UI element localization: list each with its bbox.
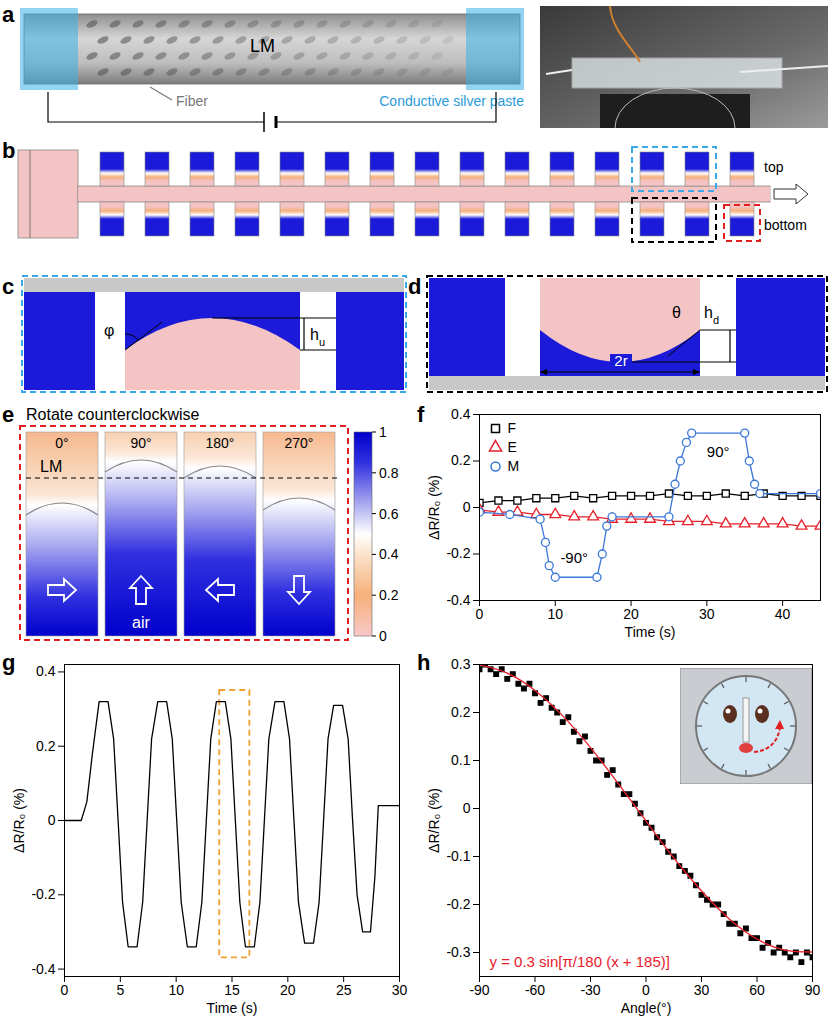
svg-text:air: air <box>132 614 150 631</box>
svg-text:0: 0 <box>463 800 471 816</box>
svg-text:φ: φ <box>104 322 114 339</box>
svg-text:y = 0.3 sin[π/180 (x + 185)]: y = 0.3 sin[π/180 (x + 185)] <box>490 953 670 970</box>
svg-text:0.2: 0.2 <box>451 704 471 720</box>
svg-text:15: 15 <box>224 982 240 998</box>
html-text:g: g <box>2 650 16 675</box>
svg-text:5: 5 <box>116 982 124 998</box>
svg-text:10: 10 <box>168 982 184 998</box>
svg-text:-0.2: -0.2 <box>446 896 470 912</box>
svg-text:-0.3: -0.3 <box>446 944 470 960</box>
svg-text:0: 0 <box>48 812 56 828</box>
svg-text:0.2: 0.2 <box>379 587 399 603</box>
svg-text:Rotate counterclockwise: Rotate counterclockwise <box>26 406 200 423</box>
svg-text:M: M <box>508 458 520 474</box>
svg-text:-30: -30 <box>580 982 600 998</box>
svg-text:-90°: -90° <box>560 549 588 566</box>
svg-text:0.4: 0.4 <box>451 406 471 422</box>
svg-text:60: 60 <box>749 982 765 998</box>
svg-text:Time (s): Time (s) <box>207 1000 258 1016</box>
html-text:e: e <box>2 402 15 427</box>
svg-text:LM: LM <box>250 36 275 56</box>
svg-text:-60: -60 <box>525 982 545 998</box>
svg-text:180°: 180° <box>206 435 235 451</box>
svg-text:Time (s): Time (s) <box>625 624 676 640</box>
svg-text:1: 1 <box>379 424 387 440</box>
svg-text:F: F <box>508 420 517 436</box>
svg-text:hu: hu <box>310 326 325 348</box>
svg-text:Fiber: Fiber <box>176 93 208 109</box>
svg-text:25: 25 <box>336 982 352 998</box>
svg-text:0: 0 <box>463 499 471 515</box>
svg-text:0.6: 0.6 <box>379 506 399 522</box>
svg-text:0°: 0° <box>55 435 68 451</box>
svg-text:-0.2: -0.2 <box>31 886 55 902</box>
svg-text:θ: θ <box>672 304 681 321</box>
svg-text:-0.1: -0.1 <box>446 848 470 864</box>
svg-text:-90: -90 <box>469 982 489 998</box>
html-text:c: c <box>2 274 15 299</box>
html-text:f: f <box>417 402 425 427</box>
svg-text:0.2: 0.2 <box>36 738 56 754</box>
svg-text:0: 0 <box>476 606 484 622</box>
html-text:b: b <box>2 138 16 163</box>
svg-text:10: 10 <box>547 606 563 622</box>
svg-text:-0.2: -0.2 <box>446 545 470 561</box>
svg-text:20: 20 <box>623 606 639 622</box>
svg-text:Conductive silver paste: Conductive silver paste <box>379 93 524 109</box>
svg-text:2r: 2r <box>614 352 627 369</box>
svg-text:ΔR/R₀ (%): ΔR/R₀ (%) <box>426 788 442 853</box>
svg-text:0.3: 0.3 <box>451 656 471 672</box>
svg-text:Angle(°): Angle(°) <box>621 1000 672 1016</box>
svg-text:0: 0 <box>379 628 387 644</box>
svg-text:30: 30 <box>699 606 715 622</box>
svg-text:-0.4: -0.4 <box>31 961 55 977</box>
html-text:d: d <box>408 274 422 299</box>
svg-text:top: top <box>764 159 784 175</box>
html-text:h: h <box>417 650 431 675</box>
svg-text:E: E <box>508 439 517 455</box>
svg-text:bottom: bottom <box>764 217 807 233</box>
svg-text:40: 40 <box>775 606 791 622</box>
svg-text:ΔR/R₀ (%): ΔR/R₀ (%) <box>426 475 442 540</box>
svg-text:30: 30 <box>694 982 710 998</box>
svg-text:0.8: 0.8 <box>379 465 399 481</box>
svg-text:0.4: 0.4 <box>36 663 56 679</box>
svg-text:0.4: 0.4 <box>379 546 399 562</box>
svg-text:0.2: 0.2 <box>451 452 471 468</box>
html-text:a: a <box>2 2 15 27</box>
svg-text:0: 0 <box>642 982 650 998</box>
svg-text:LM: LM <box>40 458 62 475</box>
svg-text:20: 20 <box>280 982 296 998</box>
svg-text:90°: 90° <box>707 443 730 460</box>
svg-text:0.1: 0.1 <box>451 752 471 768</box>
svg-text:270°: 270° <box>285 435 314 451</box>
svg-text:30: 30 <box>392 982 408 998</box>
svg-text:-0.4: -0.4 <box>446 592 470 608</box>
svg-text:hd: hd <box>704 304 719 326</box>
svg-text:ΔR/R₀ (%): ΔR/R₀ (%) <box>11 788 27 853</box>
svg-text:0: 0 <box>61 982 69 998</box>
svg-text:90: 90 <box>805 982 821 998</box>
svg-text:90°: 90° <box>130 435 151 451</box>
